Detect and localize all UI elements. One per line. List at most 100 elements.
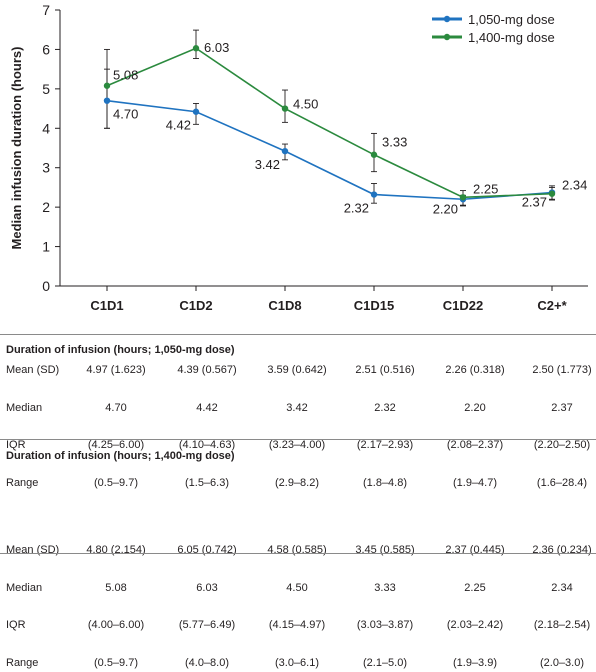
table-cell: (1.8–4.8)	[345, 474, 425, 493]
data-label: 3.42	[255, 157, 280, 172]
row-label: Range	[6, 474, 38, 493]
data-label: 2.37	[522, 195, 547, 210]
table-cell: (2.18–2.54)	[522, 616, 596, 635]
x-tick-label: C1D22	[443, 298, 483, 313]
y-tick-label: 1	[42, 239, 50, 255]
data-point	[460, 194, 466, 200]
table-separator	[0, 439, 596, 440]
data-point	[193, 45, 199, 51]
table-cell: (2.0–3.0)	[522, 654, 596, 672]
data-label: 4.42	[166, 118, 191, 133]
table-cell: (4.15–4.97)	[257, 616, 337, 635]
data-label: 6.03	[204, 40, 229, 55]
legend-label: 1,400-mg dose	[468, 30, 555, 45]
y-tick-label: 4	[42, 120, 50, 136]
table-row: Median 4.70 4.42 3.42 2.32 2.20 2.37	[0, 399, 596, 418]
table-cell: 3.42	[257, 399, 337, 418]
table-cell: 4.39 (0.567)	[167, 361, 247, 380]
table-cell: (1.5–6.3)	[167, 474, 247, 493]
row-label: Mean (SD)	[6, 541, 59, 560]
y-tick-label: 0	[42, 278, 50, 294]
table-cell: (5.77–6.49)	[167, 616, 247, 635]
table-cell: (1.6–28.4)	[522, 474, 596, 493]
x-tick-label: C1D2	[179, 298, 212, 313]
legend-swatch-marker	[444, 16, 450, 22]
x-tick-label: C1D15	[354, 298, 394, 313]
table-cell: 3.45 (0.585)	[345, 541, 425, 560]
table-cell: 2.37 (0.445)	[435, 541, 515, 560]
data-label: 2.20	[433, 201, 458, 216]
data-point	[104, 97, 110, 103]
table-row: Range (0.5–9.7) (4.0–8.0) (3.0–6.1) (2.1–5.0…	[0, 654, 596, 672]
data-label: 2.32	[344, 201, 369, 216]
row-label: Median	[6, 579, 42, 598]
table-cell: 4.42	[167, 399, 247, 418]
table-cell: 4.58 (0.585)	[257, 541, 337, 560]
y-tick-label: 6	[42, 41, 50, 57]
data-label: 3.33	[382, 135, 407, 150]
table-title: Duration of infusion (hours; 1,050-mg do…	[0, 341, 596, 359]
table-cell: 3.33	[345, 579, 425, 598]
table-divider	[0, 334, 596, 335]
table-cell: (0.5–9.7)	[76, 654, 156, 672]
table-cell: 2.32	[345, 399, 425, 418]
data-point	[193, 109, 199, 115]
table-cell: (2.03–2.42)	[435, 616, 515, 635]
y-tick-label: 5	[42, 81, 50, 97]
table-cell: (1.9–3.9)	[435, 654, 515, 672]
data-point	[371, 152, 377, 158]
table-cell: 4.50	[257, 579, 337, 598]
table-cell: 6.03	[167, 579, 247, 598]
table-cell: 2.26 (0.318)	[435, 361, 515, 380]
data-point	[282, 148, 288, 154]
legend-label: 1,050-mg dose	[468, 12, 555, 27]
data-point	[282, 105, 288, 111]
table-cell: 3.59 (0.642)	[257, 361, 337, 380]
table-row: Mean (SD) 4.80 (2.154) 6.05 (0.742) 4.58 (0…	[0, 541, 596, 560]
data-point	[371, 191, 377, 197]
table-row: IQR (4.00–6.00) (5.77–6.49) (4.15–4.97) (3.0…	[0, 616, 596, 635]
y-tick-label: 3	[42, 160, 50, 176]
row-label: IQR	[6, 616, 26, 635]
data-label: 4.70	[113, 107, 138, 122]
table-cell: 6.05 (0.742)	[167, 541, 247, 560]
table-cell: 4.97 (1.623)	[76, 361, 156, 380]
table-cell: 4.80 (2.154)	[76, 541, 156, 560]
data-point	[104, 83, 110, 89]
data-label: 4.50	[293, 97, 318, 112]
table-cell: 2.20	[435, 399, 515, 418]
table-cell: (3.0–6.1)	[257, 654, 337, 672]
row-label: Mean (SD)	[6, 361, 59, 380]
table-title-text: Duration of infusion (hours; 1,050-mg do…	[0, 341, 596, 359]
row-label: Median	[6, 399, 42, 418]
table-row: Mean (SD) 4.97 (1.623) 4.39 (0.567) 3.59 (0…	[0, 361, 596, 380]
y-axis-label: Median infusion duration (hours)	[9, 47, 24, 250]
table-cell: 2.37	[522, 399, 596, 418]
table-cell: 5.08	[76, 579, 156, 598]
table-cell: 4.70	[76, 399, 156, 418]
table-cell: (4.00–6.00)	[76, 616, 156, 635]
table-cell: (1.9–4.7)	[435, 474, 515, 493]
table-cell: (4.0–8.0)	[167, 654, 247, 672]
table-cell: 2.36 (0.234)	[522, 541, 596, 560]
y-tick-label: 2	[42, 199, 50, 215]
table-row: Range (0.5–9.7) (1.5–6.3) (2.9–8.2) (1.8–4.8…	[0, 474, 596, 493]
table-cell: (3.03–3.87)	[345, 616, 425, 635]
table-cell: 2.51 (0.516)	[345, 361, 425, 380]
row-label: Range	[6, 654, 38, 672]
table-cell: (0.5–9.7)	[76, 474, 156, 493]
table-title: Duration of infusion (hours; 1,400-mg do…	[0, 447, 596, 465]
data-label: 2.34	[562, 178, 587, 193]
table-cell: (2.1–5.0)	[345, 654, 425, 672]
x-tick-label: C1D1	[90, 298, 123, 313]
data-label: 2.25	[473, 181, 498, 196]
x-tick-label: C1D8	[268, 298, 301, 313]
table-cell: (2.9–8.2)	[257, 474, 337, 493]
table-cell: 2.34	[522, 579, 596, 598]
table-cell: 2.50 (1.773)	[522, 361, 596, 380]
table-cell: 2.25	[435, 579, 515, 598]
legend-swatch-marker	[444, 34, 450, 40]
table-row: Median 5.08 6.03 4.50 3.33 2.25 2.34	[0, 579, 596, 598]
x-tick-label: C2+*	[537, 298, 567, 313]
